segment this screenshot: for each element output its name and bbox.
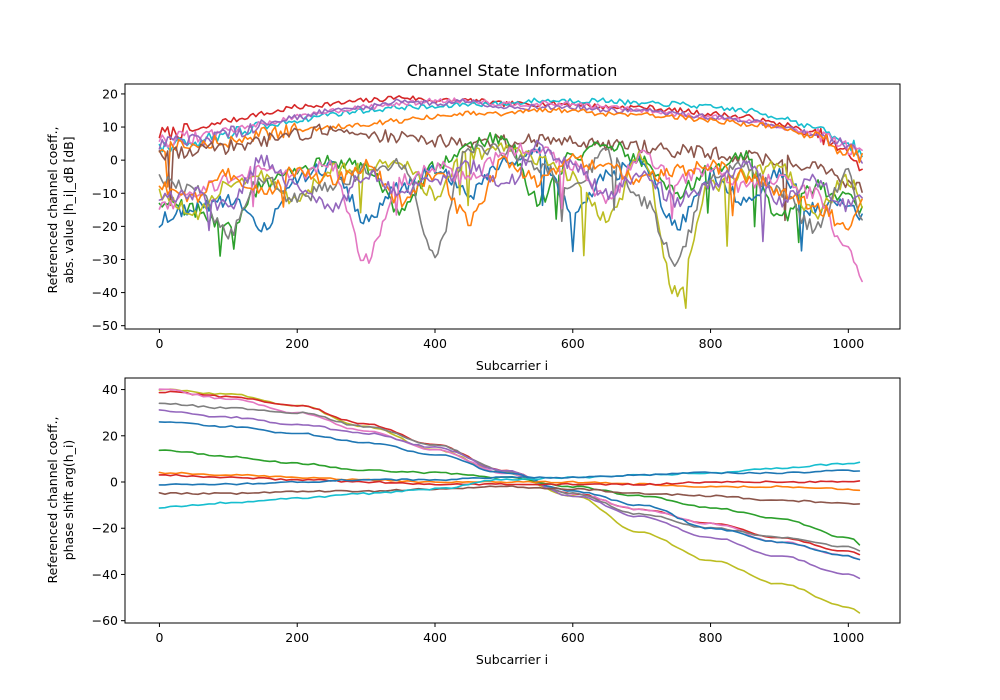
y-tick-label: −20 — [92, 521, 118, 536]
series-line-5 — [158, 421, 861, 561]
y-tick-label: 20 — [102, 86, 118, 101]
series-line-7 — [158, 146, 863, 253]
series-line-8 — [158, 473, 861, 486]
y-tick-label: −50 — [92, 318, 118, 333]
series-line-11 — [158, 469, 861, 486]
x-axis-label-bottom: Subcarrier i — [476, 652, 548, 667]
x-tick-label: 400 — [423, 630, 447, 645]
y-axis-label-top-line1: Referenced channel coeff., — [45, 126, 60, 293]
x-tick-label: 0 — [155, 336, 163, 351]
chart-title: Channel State Information — [407, 61, 618, 80]
series-line-10 — [158, 461, 861, 509]
y-axis-label-top-line2: abs. value |h_i|_dB [dB] — [61, 136, 76, 283]
axes-phase-shift: 0 200 400 600 800 1000 −60 −40 −20 0 20 40 — [92, 377, 901, 645]
y-tick-label: −10 — [92, 186, 118, 201]
series-line-5 — [158, 123, 863, 222]
series-line-4 — [158, 409, 861, 580]
x-tick-label: 200 — [285, 336, 309, 351]
x-tick-label: 800 — [699, 336, 723, 351]
axes-abs-value: 0 200 400 600 800 1000 −50 −40 −30 −20 −10 0 10 20 — [92, 83, 901, 351]
series-line-3 — [158, 98, 863, 164]
x-tick-label: 400 — [423, 336, 447, 351]
series-line-11 — [158, 153, 863, 231]
series-line-12 — [158, 139, 863, 243]
series-group — [158, 95, 863, 309]
y-tick-label: −30 — [92, 252, 118, 267]
series-line-6 — [158, 449, 861, 546]
x-tick-label: 0 — [155, 630, 163, 645]
x-tick-label: 600 — [561, 336, 585, 351]
y-axis-label-bottom-line1: Referenced channel coeff., — [45, 416, 60, 583]
y-tick-label: −20 — [92, 219, 118, 234]
series-group — [158, 388, 861, 614]
y-tick-label: −40 — [92, 567, 118, 582]
y-tick-label: 10 — [102, 120, 118, 135]
x-tick-label: 1000 — [832, 630, 864, 645]
y-tick-label: 0 — [110, 475, 118, 490]
y-tick-label: −60 — [92, 613, 118, 628]
y-tick-label: 20 — [102, 428, 118, 443]
y-tick-label: −40 — [92, 285, 118, 300]
y-tick-label: 40 — [102, 382, 118, 397]
x-tick-label: 600 — [561, 630, 585, 645]
x-axis-label-top: Subcarrier i — [476, 358, 548, 373]
y-axis-label-bottom-line2: phase shift arg(h_i) — [61, 440, 76, 561]
series-line-4 — [158, 107, 863, 188]
series-line-7 — [158, 471, 861, 492]
series-line-3 — [158, 402, 861, 552]
series-line-9 — [158, 485, 861, 505]
y-tick-label: 0 — [110, 153, 118, 168]
x-tick-label: 200 — [285, 630, 309, 645]
x-tick-label: 800 — [699, 630, 723, 645]
axes-frame — [124, 83, 901, 330]
x-tick-label: 1000 — [832, 336, 864, 351]
axes-frame — [124, 377, 901, 624]
